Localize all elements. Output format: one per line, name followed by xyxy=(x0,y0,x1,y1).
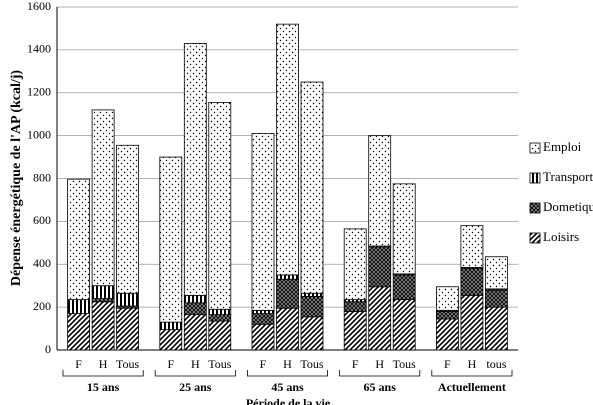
bar-segment xyxy=(116,307,139,351)
bar-segment xyxy=(116,144,139,294)
bar-segment xyxy=(159,156,183,323)
bar-segment xyxy=(251,309,275,314)
bar-segment xyxy=(183,302,207,316)
x-axis-title: Période de la vie xyxy=(246,396,331,405)
x-tick-label: F xyxy=(352,357,359,371)
bar-segment xyxy=(460,294,484,351)
x-tick-label: F xyxy=(444,357,451,371)
bar-segment xyxy=(343,311,367,351)
x-tick-label: H xyxy=(283,357,292,371)
bar-segment xyxy=(300,81,324,294)
bar-segment xyxy=(208,308,232,316)
group-bracket xyxy=(247,370,328,377)
y-tick-label: 1600 xyxy=(27,0,51,13)
legend-swatch xyxy=(529,172,541,184)
bar-segment xyxy=(116,292,139,307)
bar-segment xyxy=(484,289,508,308)
bar-segment xyxy=(460,268,484,296)
bar-segment xyxy=(276,307,299,351)
group-label: 15 ans xyxy=(87,380,120,394)
bar-segment xyxy=(368,135,392,247)
bar-segment xyxy=(251,313,275,325)
bar-segment xyxy=(91,285,115,299)
bar-segment xyxy=(300,316,324,351)
bar-segment xyxy=(392,183,416,275)
bar-segment xyxy=(183,314,207,351)
group-label: 65 ans xyxy=(364,380,397,394)
y-tick-label: 1000 xyxy=(27,127,51,141)
bar-segment xyxy=(368,286,392,351)
legend-swatch xyxy=(529,142,541,154)
bar-segment xyxy=(67,178,90,301)
bar-segment xyxy=(435,286,459,311)
group-bracket xyxy=(62,370,144,377)
bar-segment xyxy=(368,246,392,288)
bar-segment xyxy=(300,296,324,318)
x-tick-label: H xyxy=(191,357,200,371)
group-bracket xyxy=(431,370,513,377)
bar-segment xyxy=(276,274,299,280)
bar-segment xyxy=(392,274,416,301)
bar-segment xyxy=(67,299,90,314)
bar-segment xyxy=(208,101,232,310)
legend-label: Loisirs xyxy=(543,229,579,244)
y-tick-label: 200 xyxy=(33,299,51,313)
bar-segment xyxy=(251,133,275,311)
x-tick-label: H xyxy=(468,357,477,371)
bar-segment xyxy=(251,323,275,351)
bar-segment xyxy=(276,23,299,276)
bar-segment xyxy=(159,329,183,351)
x-tick-label: Tous xyxy=(208,357,231,371)
y-tick-label: 600 xyxy=(33,213,51,227)
y-tick-label: 1400 xyxy=(27,42,51,56)
bar-segment xyxy=(183,43,207,296)
bar-segment xyxy=(67,313,90,351)
bar-segment xyxy=(159,321,183,331)
bar-segment xyxy=(484,306,508,351)
y-axis-title: Dépense énergétique de l'AP (kcal/j) xyxy=(9,70,24,287)
bar-segment xyxy=(91,301,115,351)
x-tick-label: H xyxy=(375,357,384,371)
legend-label: Dometique xyxy=(543,199,593,214)
bar-segment xyxy=(208,320,232,351)
legend-swatch xyxy=(529,202,541,214)
x-tick-label: tous xyxy=(486,357,506,371)
bar-segment xyxy=(91,109,115,287)
bar-segment xyxy=(343,301,367,312)
x-tick-label: F xyxy=(260,357,267,371)
bar-segment xyxy=(208,314,232,322)
group-label: 25 ans xyxy=(179,380,212,394)
bar-segment xyxy=(183,294,207,304)
bar-segment xyxy=(460,225,484,268)
bar-segment xyxy=(91,298,115,303)
bar-segment xyxy=(435,311,459,320)
legend-label: Transport xyxy=(543,169,593,184)
y-tick-label: 800 xyxy=(33,170,51,184)
y-tick-label: 400 xyxy=(33,256,51,270)
y-tick-label: 1200 xyxy=(27,85,51,99)
bar-segment xyxy=(392,299,416,351)
bar-segment xyxy=(343,228,367,301)
x-tick-label: Tous xyxy=(300,357,323,371)
bar-segment xyxy=(435,318,459,351)
group-label: 45 ans xyxy=(271,380,304,394)
group-label: Actuellement xyxy=(438,380,506,394)
x-tick-label: Tous xyxy=(393,357,416,371)
group-bracket xyxy=(154,370,236,377)
x-tick-label: F xyxy=(75,357,82,371)
legend-label: Emploi xyxy=(543,139,582,154)
y-tick-label: 0 xyxy=(45,342,51,356)
bar-segment xyxy=(300,292,324,297)
x-tick-label: F xyxy=(167,357,174,371)
group-bracket xyxy=(339,370,421,377)
bar-segment xyxy=(276,278,299,309)
bar-segment xyxy=(484,256,508,290)
legend-swatch xyxy=(529,232,541,244)
x-tick-label: H xyxy=(99,357,108,371)
x-tick-label: Tous xyxy=(116,357,139,371)
